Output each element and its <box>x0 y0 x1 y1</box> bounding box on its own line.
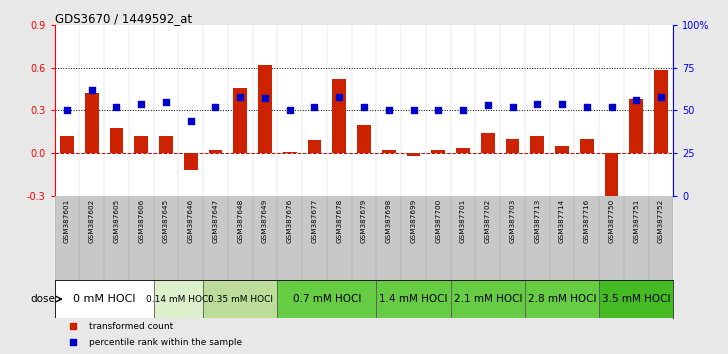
Bar <box>407 153 420 156</box>
Point <box>185 118 197 124</box>
Point <box>67 339 79 345</box>
Text: GSM387601: GSM387601 <box>64 199 70 243</box>
Point <box>630 97 642 103</box>
Bar <box>110 128 123 153</box>
Bar <box>209 150 222 153</box>
Text: dose: dose <box>31 294 55 304</box>
Text: GSM387750: GSM387750 <box>609 199 614 243</box>
Bar <box>333 79 346 153</box>
Text: GSM387605: GSM387605 <box>114 199 119 243</box>
Bar <box>135 136 148 153</box>
Bar <box>531 136 544 153</box>
Text: GSM387698: GSM387698 <box>386 199 392 243</box>
Point <box>507 104 518 110</box>
Bar <box>203 280 277 318</box>
Point <box>160 99 172 105</box>
Bar <box>283 152 296 153</box>
Text: GSM387648: GSM387648 <box>237 199 243 243</box>
Bar <box>184 153 197 171</box>
Point <box>606 104 617 110</box>
Bar <box>382 150 395 153</box>
Point <box>309 104 320 110</box>
Text: 0 mM HOCl: 0 mM HOCl <box>73 294 135 304</box>
Text: GSM387714: GSM387714 <box>559 199 565 243</box>
Bar <box>506 139 519 153</box>
Text: GSM387649: GSM387649 <box>262 199 268 243</box>
Text: GSM387703: GSM387703 <box>510 199 515 243</box>
Bar <box>55 280 154 318</box>
Bar <box>605 153 618 199</box>
Bar <box>357 125 371 153</box>
Point <box>61 108 73 113</box>
Text: GSM387701: GSM387701 <box>460 199 466 243</box>
Text: GSM387677: GSM387677 <box>312 199 317 243</box>
Point <box>432 108 444 113</box>
Point <box>234 94 246 99</box>
Point <box>210 104 221 110</box>
Bar <box>85 93 98 153</box>
Bar <box>451 280 525 318</box>
Text: GSM387602: GSM387602 <box>89 199 95 243</box>
Bar <box>159 136 173 153</box>
Bar <box>456 148 470 153</box>
Bar <box>234 88 247 153</box>
Text: GSM387699: GSM387699 <box>411 199 416 243</box>
Text: 0.14 mM HOCl: 0.14 mM HOCl <box>146 295 211 303</box>
Text: GSM387647: GSM387647 <box>213 199 218 243</box>
Point <box>581 104 593 110</box>
Text: GSM387700: GSM387700 <box>435 199 441 243</box>
Bar <box>654 70 668 153</box>
Point <box>67 323 79 329</box>
Text: transformed count: transformed count <box>89 322 173 331</box>
Text: GSM387646: GSM387646 <box>188 199 194 243</box>
Bar <box>525 280 599 318</box>
Text: GDS3670 / 1449592_at: GDS3670 / 1449592_at <box>55 12 191 25</box>
Point <box>556 101 568 107</box>
Text: GSM387645: GSM387645 <box>163 199 169 243</box>
Point <box>333 94 345 99</box>
Text: GSM387678: GSM387678 <box>336 199 342 243</box>
Bar <box>308 141 321 153</box>
Bar <box>580 139 593 153</box>
Point <box>383 108 395 113</box>
Text: percentile rank within the sample: percentile rank within the sample <box>89 338 242 347</box>
Bar <box>277 280 376 318</box>
Point <box>135 101 147 107</box>
Text: GSM387751: GSM387751 <box>633 199 639 243</box>
Point <box>655 94 667 99</box>
Bar <box>599 280 673 318</box>
Text: 0.35 mM HOCl: 0.35 mM HOCl <box>207 295 273 303</box>
Bar <box>154 280 203 318</box>
Text: GSM387702: GSM387702 <box>485 199 491 243</box>
Text: GSM387752: GSM387752 <box>658 199 664 243</box>
Text: 0.7 mM HOCl: 0.7 mM HOCl <box>293 294 361 304</box>
Bar <box>555 146 569 153</box>
Text: GSM387676: GSM387676 <box>287 199 293 243</box>
Bar <box>630 99 643 153</box>
Text: GSM387606: GSM387606 <box>138 199 144 243</box>
Bar <box>481 133 494 153</box>
Point <box>482 103 494 108</box>
Text: 1.4 mM HOCl: 1.4 mM HOCl <box>379 294 448 304</box>
Point <box>284 108 296 113</box>
Text: GSM387716: GSM387716 <box>584 199 590 243</box>
Point <box>111 104 122 110</box>
Bar <box>60 136 74 153</box>
Text: GSM387713: GSM387713 <box>534 199 540 243</box>
Point <box>259 96 271 101</box>
Point <box>408 108 419 113</box>
Text: GSM387679: GSM387679 <box>361 199 367 243</box>
Bar <box>376 280 451 318</box>
Text: 2.1 mM HOCl: 2.1 mM HOCl <box>454 294 522 304</box>
Point <box>358 104 370 110</box>
Text: 2.8 mM HOCl: 2.8 mM HOCl <box>528 294 596 304</box>
Point <box>86 87 98 93</box>
Bar <box>432 150 445 153</box>
Bar <box>258 65 272 153</box>
Point <box>531 101 543 107</box>
Text: 3.5 mM HOCl: 3.5 mM HOCl <box>602 294 670 304</box>
Point <box>457 108 469 113</box>
